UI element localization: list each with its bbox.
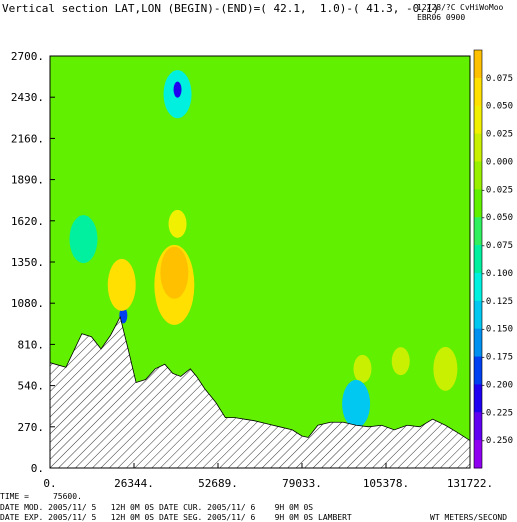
vertical-section-chart: 0. 270. 540. 810. 1080. 1350. 1620. 1890. 2160. 2… [11,49,513,490]
field-feature-6 [107,258,136,311]
colorbar-label: -0.225 [480,408,513,418]
field-feature-11 [342,379,371,428]
field-feature-10 [433,346,458,391]
colorbar-label: -0.100 [480,269,513,279]
colorbar-label: -0.200 [480,380,513,390]
colorbar-swatch [474,440,482,469]
colorbar-swatch [474,77,482,107]
y-tick-label: 540. [18,380,45,393]
colorbar-label: -0.175 [480,353,513,363]
x-tick-label: 26344. [114,477,154,490]
y-tick-label: 0. [31,462,44,475]
x-tick-label: 0. [43,477,56,490]
y-tick-label: 1350. [11,256,44,269]
colorbar-swatch [474,328,482,358]
y-tick-label: 1620. [11,215,44,228]
colorbar-swatch [474,245,482,274]
y-tick-label: 1080. [11,297,44,310]
footer-projection: LAMBERT [318,513,352,522]
colorbar-label: -0.150 [480,325,513,335]
field-feature-9 [353,354,372,383]
x-tick-label: 79033. [282,477,322,490]
field-feature-7 [69,215,98,264]
footer-date-seg: DATE SEG. 2005/11/ 6 9H 0M 0S [159,513,314,522]
y-tick-label: 1890. [11,174,44,187]
colorbar-swatch [474,105,482,135]
colorbar-label: 0.050 [486,102,513,112]
terrain-profile [49,315,471,469]
colorbar-frame [473,49,483,469]
footer-variable: WT METERS/SECOND [430,513,508,522]
colorbar-swatch [474,50,482,79]
y-tick-label: 2700. [11,50,44,63]
field-feature-5 [119,307,128,324]
run-code: EBR06 0900 [417,13,466,22]
colorbar-label: -0.250 [480,436,513,446]
colorbar-label: 0.000 [486,157,513,167]
field-feature-8 [391,347,410,376]
colorbar-label: -0.125 [480,297,513,307]
chart-title: Vertical section LAT,LON (BEGIN)-(END)=(… [2,2,440,15]
colorbar-swatch [474,217,482,246]
y-tick-label: 2160. [11,132,44,145]
colorbar-swatch [474,412,482,441]
colorbar-swatch [474,384,482,413]
footer-date-mod: DATE MOD. 2005/11/ 5 12H 0M 0S [0,503,155,512]
x-tick-label: 105378. [363,477,409,490]
footer-date-exp: DATE EXP. 2005/11/ 5 12H 0M 0S [0,513,155,522]
field-feature-1 [160,246,189,299]
colorbar-label: 0.075 [486,74,513,84]
footer-date-cur: DATE CUR. 2005/11/ 6 9H 0M 0S [159,503,314,512]
colorbar-label: -0.025 [480,185,513,195]
colorbar-swatch [474,189,482,218]
colorbar-swatch [474,300,482,330]
x-tick-label: 131722. [447,477,493,490]
colorbar-label: -0.075 [480,241,513,251]
footer-time: TIME = 75600. [0,492,82,501]
date-code: 12/28/?C [417,3,456,12]
colorbar-swatch [474,272,482,302]
colorbar-swatch [474,133,482,162]
colorbar-label: 0.025 [486,130,513,140]
x-tick-label: 52689. [198,477,238,490]
user-code: CvHiWoMoo [460,3,504,12]
colorbar-swatch [474,161,482,190]
colorbar-swatch [474,356,482,385]
field-features [69,70,458,428]
field-feature-4 [173,81,182,98]
y-tick-label: 2430. [11,91,44,104]
y-tick-label: 810. [18,338,45,351]
y-tick-label: 270. [18,421,45,434]
colorbar-label: -0.050 [480,213,513,223]
field-feature-2 [168,209,187,238]
